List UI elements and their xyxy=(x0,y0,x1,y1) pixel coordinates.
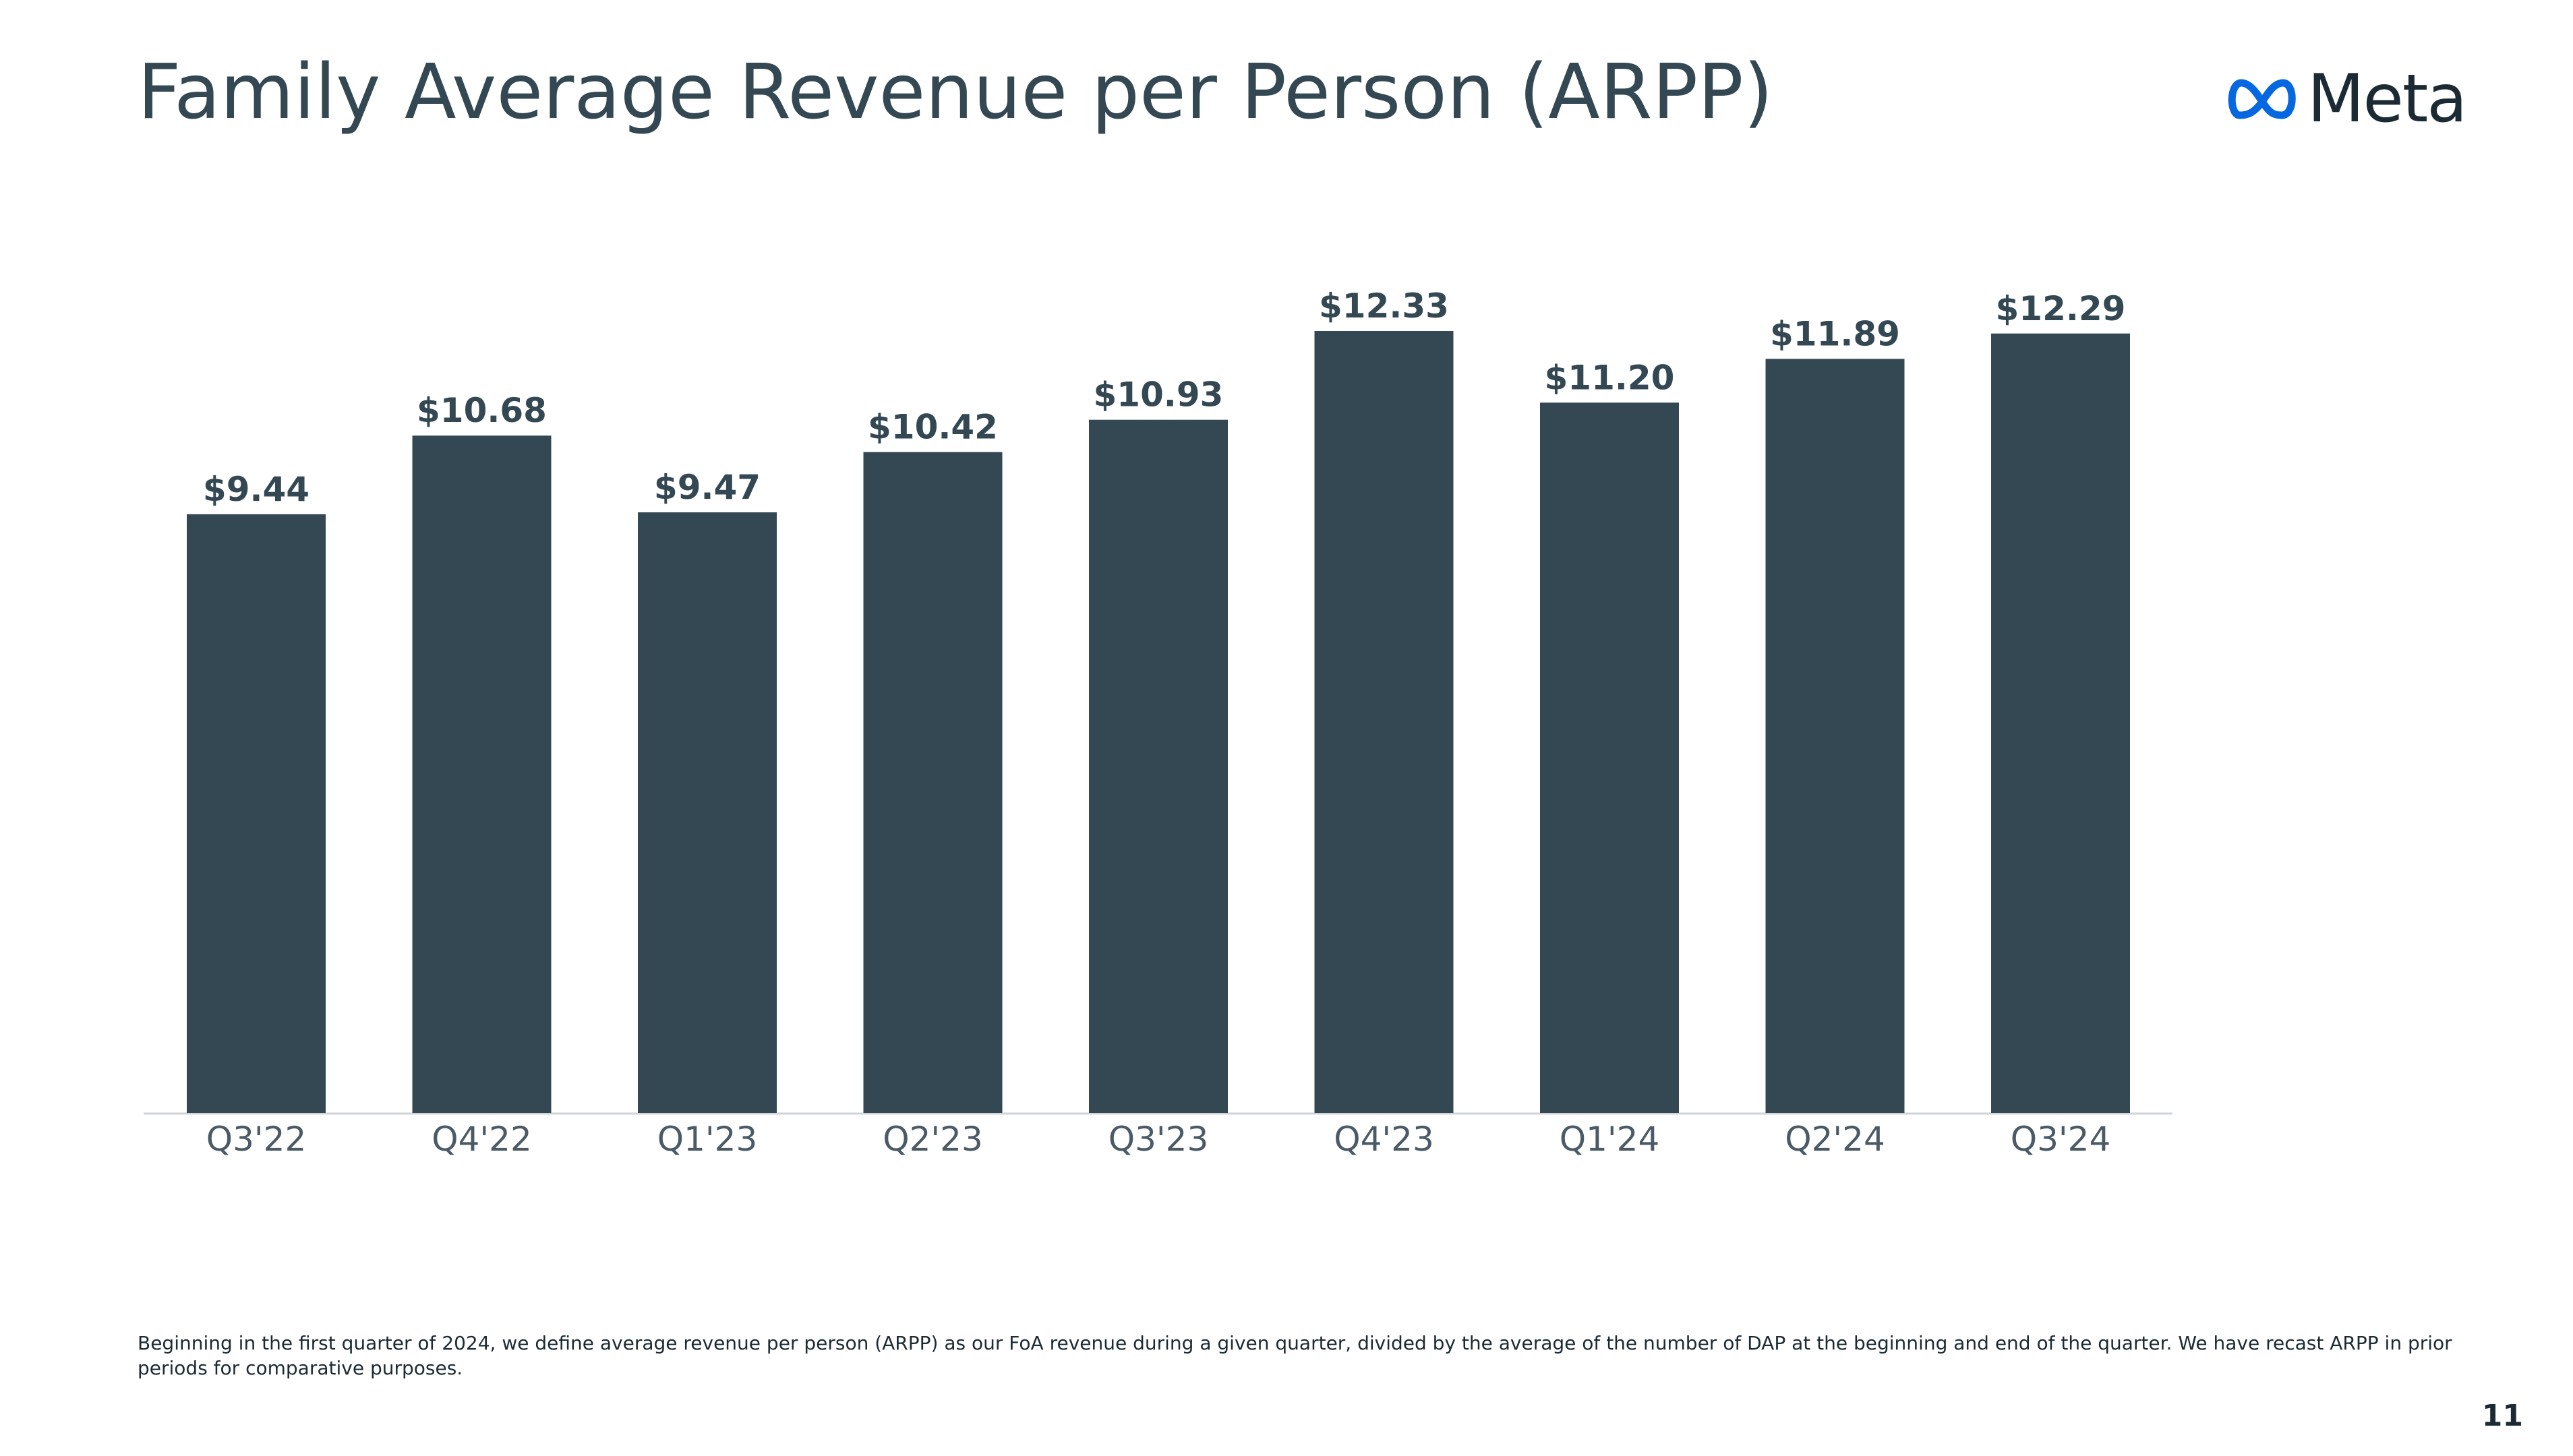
category-label-Q3'24: Q3'24 xyxy=(2011,1120,2111,1159)
bar-Q3'24 xyxy=(1991,333,2130,1113)
value-label-Q2'24: $11.89 xyxy=(1770,314,1900,353)
footnote: Beginning in the first quarter of 2024, … xyxy=(138,1332,2452,1379)
category-label-Q3'23: Q3'23 xyxy=(1108,1120,1209,1159)
bar-Q2'23 xyxy=(863,452,1003,1113)
page-number: 11 xyxy=(2481,1399,2523,1433)
value-label-Q1'24: $11.20 xyxy=(1545,358,1675,397)
slide-title: Family Average Revenue per Person (ARPP) xyxy=(138,49,1773,136)
value-label-Q1'23: $9.47 xyxy=(654,468,761,507)
category-label-Q3'22: Q3'22 xyxy=(206,1120,307,1159)
category-label-Q4'22: Q4'22 xyxy=(432,1120,532,1159)
category-label-Q1'24: Q1'24 xyxy=(1560,1120,1660,1159)
category-label-Q2'24: Q2'24 xyxy=(1785,1120,1885,1159)
value-label-Q3'22: $9.44 xyxy=(203,470,309,509)
bar-Q4'22 xyxy=(412,435,552,1113)
value-label-Q4'22: $10.68 xyxy=(417,391,547,430)
value-label-Q2'23: $10.42 xyxy=(868,408,998,447)
meta-logo: Meta xyxy=(2225,61,2467,138)
arpp-bar-chart: $9.44 Q3'22 $10.68 Q4'22 $9.47 Q1'23 $10.42 Q2'… xyxy=(144,286,2172,1159)
bar-Q2'24 xyxy=(1765,359,1905,1113)
category-label-Q2'23: Q2'23 xyxy=(883,1120,983,1159)
meta-infinity-icon xyxy=(2228,79,2296,119)
category-label-Q4'23: Q4'23 xyxy=(1334,1120,1434,1159)
bar-Q4'23 xyxy=(1314,331,1454,1113)
bar-Q3'23 xyxy=(1089,419,1228,1113)
meta-logo-text: Meta xyxy=(2307,61,2467,138)
bar-Q1'23 xyxy=(638,512,777,1113)
value-label-Q3'23: $10.93 xyxy=(1094,375,1224,415)
category-label-Q1'23: Q1'23 xyxy=(657,1120,758,1159)
value-label-Q4'23: $12.33 xyxy=(1319,286,1449,326)
value-label-Q3'24: $12.29 xyxy=(1996,289,2126,328)
bar-Q3'22 xyxy=(187,514,326,1113)
bar-Q1'24 xyxy=(1540,402,1679,1113)
